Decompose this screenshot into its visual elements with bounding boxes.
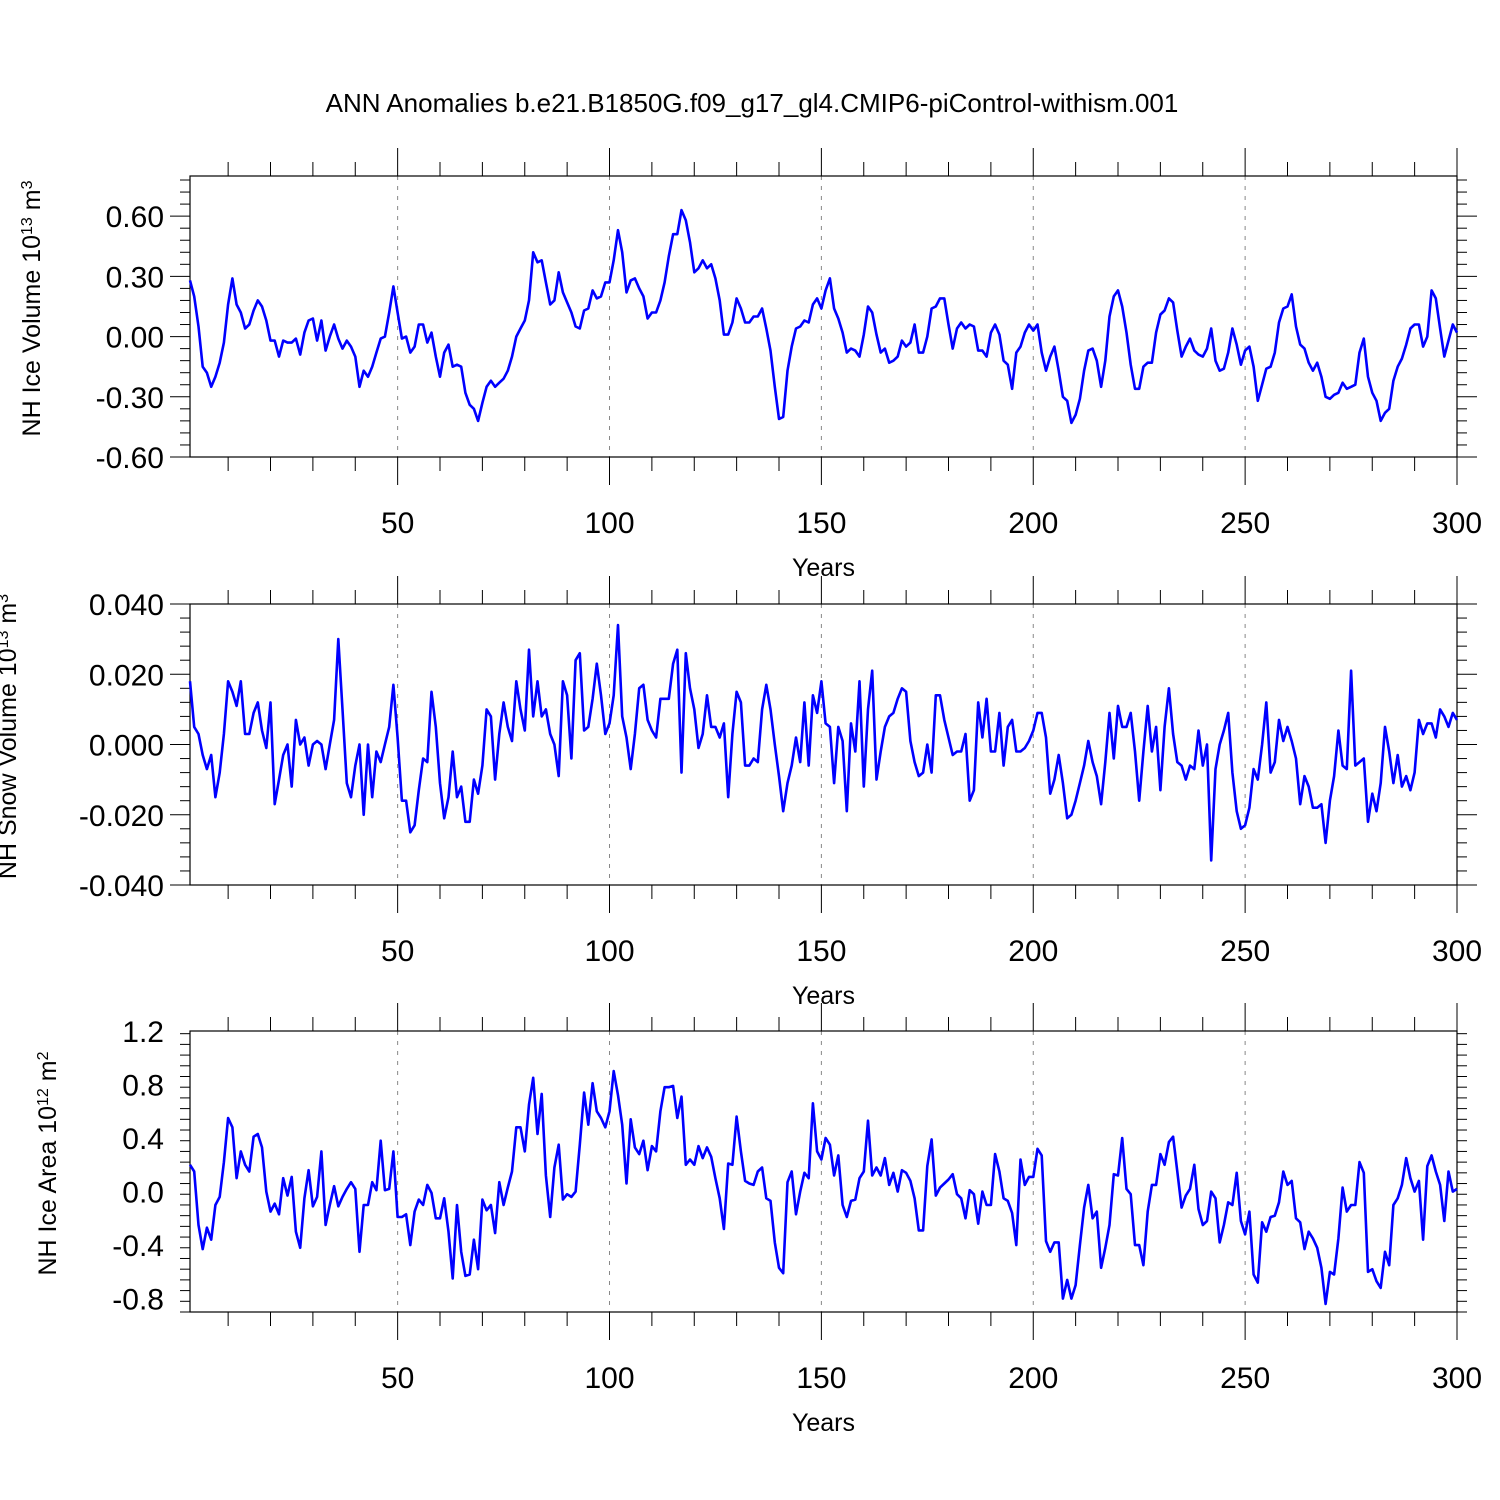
plot-frame [189, 603, 1458, 886]
x-tick-label: 150 [796, 1362, 846, 1395]
x-tick-label: 300 [1432, 507, 1482, 540]
plot-frame [189, 1030, 1458, 1313]
panel-snow-volume: -0.040 -0.020 0.000 0.020 0.040 50 100 150 200 25… [0, 576, 1482, 1010]
y-tick-label: 0.4 [122, 1123, 164, 1156]
y-tick-label: 0.0 [122, 1177, 164, 1210]
x-tick-label: 150 [796, 507, 846, 540]
x-tick-label: 50 [381, 1362, 414, 1395]
x-tick-label: 200 [1008, 507, 1058, 540]
x-tick-label: 100 [584, 935, 634, 968]
y-tick-label: -0.040 [79, 870, 164, 903]
y-tick-label: 0.040 [89, 589, 164, 622]
x-tick-label: 250 [1220, 935, 1270, 968]
y-tick-label: -0.8 [112, 1284, 164, 1317]
x-tick-label: 200 [1008, 1362, 1058, 1395]
panel-ice-volume: -0.60 -0.30 0.00 0.30 0.60 50 100 150 200 250 300 Y… [18, 148, 1482, 582]
y-axis-title: NH Ice Volume 1013 m3 [18, 180, 46, 436]
panel-ice-area: -0.8 -0.4 0.0 0.4 0.8 1.2 50 100 150 200 250 300 Yea… [34, 1003, 1482, 1437]
y-axis-title: NH Snow Volume 1013 m3 [0, 594, 22, 879]
x-tick-label: 50 [381, 935, 414, 968]
x-axis-title: Years [792, 982, 855, 1010]
y-tick-label: 1.2 [122, 1016, 164, 1049]
y-tick-label: -0.020 [79, 800, 164, 833]
x-axis-title: Years [792, 554, 855, 582]
series-line [188, 623, 1459, 862]
y-tick-label: 0.8 [122, 1070, 164, 1103]
x-axis-title: Years [792, 1409, 855, 1437]
x-tick-label: 300 [1432, 935, 1482, 968]
x-tick-label: 300 [1432, 1362, 1482, 1395]
x-tick-label: 200 [1008, 935, 1058, 968]
x-tick-label: 50 [381, 507, 414, 540]
y-tick-label: -0.4 [112, 1230, 164, 1263]
y-tick-label: 0.00 [106, 322, 164, 355]
x-tick-label: 150 [796, 935, 846, 968]
plot-frame [189, 175, 1458, 458]
series-line [188, 1069, 1458, 1306]
y-tick-label: 0.000 [89, 730, 164, 763]
series-line [188, 208, 1459, 425]
y-tick-label: 0.020 [89, 659, 164, 692]
x-tick-label: 250 [1220, 507, 1270, 540]
x-tick-label: 250 [1220, 1362, 1270, 1395]
x-tick-label: 100 [584, 1362, 634, 1395]
y-tick-label: -0.60 [96, 442, 164, 475]
figure-title: ANN Anomalies b.e21.B1850G.f09_g17_gl4.C… [326, 88, 1179, 118]
y-axis-title: NH Ice Area 1012 m2 [34, 1051, 62, 1275]
x-tick-label: 100 [584, 507, 634, 540]
y-tick-label: 0.60 [106, 201, 164, 234]
y-tick-label: 0.30 [106, 261, 164, 294]
y-tick-label: -0.30 [96, 382, 164, 415]
